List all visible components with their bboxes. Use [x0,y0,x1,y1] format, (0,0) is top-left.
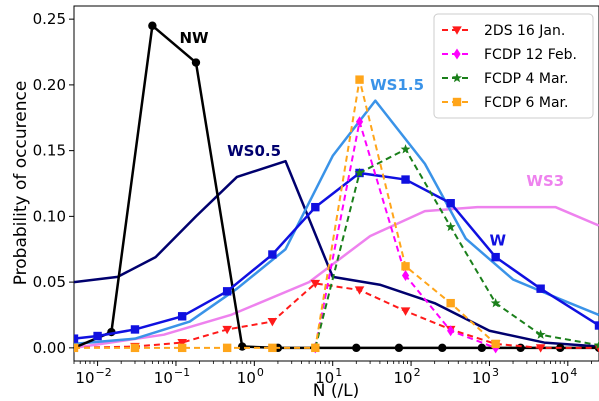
legend-entry-ds2: 2DS 16 Jan. [484,23,565,39]
x-tick-label: 102 [394,366,421,387]
x-tick-exponent: −2 [96,366,112,379]
data-point-w [491,252,500,262]
data-point-w [401,175,410,184]
x-tick-label: 103 [472,366,499,387]
y-tick-label: 0.20 [33,76,66,94]
data-point-w [594,321,599,330]
axes-frame [73,5,599,362]
series-label-w: W [489,231,506,249]
series-group [74,21,599,354]
x-tick-label: 100 [237,366,264,387]
legend: 2DS 16 Jan. FCDP 12 Feb. FCDP 4 Mar. FCDP 6… [433,13,594,119]
data-point-nw [477,343,487,353]
series-line-w [74,171,599,340]
legend-marker-ds2 [452,26,462,35]
data-point-nw [394,343,404,353]
data-point-fcdp6 [74,343,79,353]
legend-marker-fcdp12 [453,48,461,60]
data-point-w [446,199,455,208]
data-point-fcdp4 [354,167,365,178]
data-point-ds2 [310,279,321,289]
x-tick-exponent: −1 [174,366,190,379]
legend-entry-fcdp12: FCDP 12 Feb. [484,47,577,63]
data-point-nw [352,343,361,353]
y-tick-label: 0.25 [33,10,66,28]
data-point-fcdp4 [445,221,456,232]
legend-entry-fcdp4: FCDP 4 Mar. [484,71,568,87]
data-point-ds2 [535,344,546,353]
x-axis-label: N (/L) [313,381,360,401]
data-point-w [93,331,102,341]
data-point-fcdp6 [222,343,232,353]
data-point-fcdp6 [446,298,455,308]
x-tick-exponent: 0 [257,366,264,379]
series-line-ws3 [74,205,599,350]
data-point-fcdp6 [177,343,187,353]
x-tick-exponent: 1 [335,366,342,379]
data-point-w [177,312,187,321]
data-point-ds2 [354,286,365,295]
data-point-nw [438,343,447,353]
data-point-fcdp12 [401,270,410,282]
data-point-ds2 [267,317,278,327]
x-tick-exponent: 2 [414,366,421,379]
legend-marker-fcdp6 [452,97,462,107]
data-point-w [536,284,545,293]
data-point-nw [191,58,201,67]
x-tick-label: 10−2 [75,366,111,387]
data-point-w [268,250,277,259]
data-point-fcdp12 [447,325,455,337]
data-point-fcdp6 [130,343,140,353]
data-point-fcdp4 [400,144,411,154]
data-point-ds2 [177,338,187,348]
series-label-ws3: WS3 [526,172,564,190]
series-line-nw [74,24,599,350]
data-point-w [311,202,320,212]
data-point-fcdp6 [491,339,500,349]
y-tick-label: 0.05 [33,273,66,291]
series-line-fcdp6 [74,78,497,349]
data-point-w [130,325,140,334]
series-label-ws05: WS0.5 [227,142,281,160]
data-point-fcdp4 [535,329,546,339]
legend-box [433,13,594,119]
data-point-fcdp12 [355,116,364,128]
y-axis-label: Probability of occurence [11,81,31,286]
data-point-w [74,334,79,343]
legend-entry-fcdp6: FCDP 6 Mar. [484,95,568,111]
x-tick-label: 10−1 [154,366,190,387]
data-point-ds2 [222,325,232,335]
x-tick-exponent: 4 [570,366,577,379]
series-line-ws15 [74,99,599,346]
series-label-ws15: WS1.5 [370,76,424,94]
data-point-fcdp6 [401,262,410,271]
data-point-fcdp4 [490,297,501,308]
y-tick-label: 0.15 [33,142,66,160]
data-point-fcdp6 [355,75,364,84]
data-point-fcdp6 [311,343,320,353]
data-point-fcdp4 [594,340,599,350]
y-tick-label: 0.00 [33,339,66,357]
series-line-ws05 [74,159,599,348]
y-tick-label: 0.10 [33,207,66,225]
series-line-ds2 [74,282,599,349]
data-point-nw [148,21,157,30]
data-point-w [222,287,232,296]
legend-marker-fcdp4 [452,72,462,83]
series-label-nw: NW [179,29,209,47]
x-tick-exponent: 3 [492,366,499,379]
x-tick-label: 104 [550,366,577,387]
data-point-ds2 [400,307,411,316]
data-point-fcdp6 [268,343,277,353]
data-point-nw [237,342,247,351]
